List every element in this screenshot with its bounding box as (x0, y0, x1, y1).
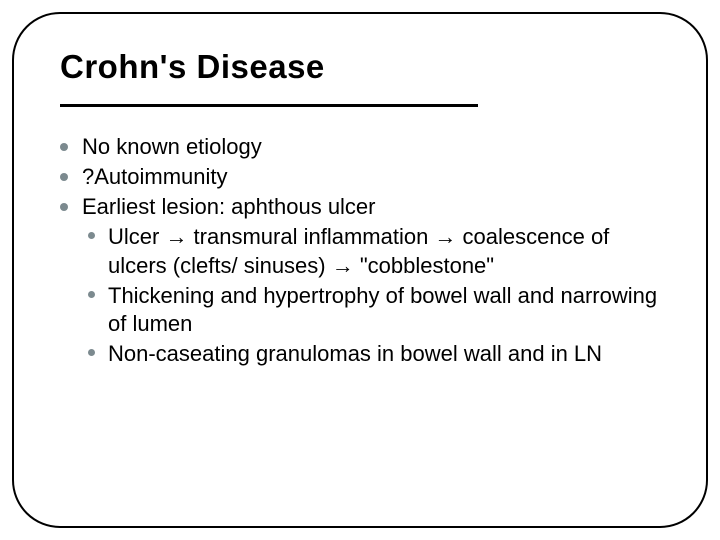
slide-title: Crohn's Disease (60, 48, 666, 86)
sub-list: Ulcer → transmural inflammation → coales… (82, 223, 666, 368)
slide-frame: Crohn's Disease No known etiology ?Autoi… (12, 12, 708, 528)
sub-list-item: Non-caseating granulomas in bowel wall a… (82, 340, 666, 368)
slide: Crohn's Disease No known etiology ?Autoi… (0, 0, 720, 540)
list-item-text: Earliest lesion: aphthous ulcer (82, 194, 376, 219)
sub-list-item: Ulcer → transmural inflammation → coales… (82, 223, 666, 279)
sub-list-item-text: Thickening and hypertrophy of bowel wall… (108, 283, 657, 336)
sub-list-item-text: Ulcer → transmural inflammation → coales… (108, 224, 609, 277)
bullet-icon (60, 143, 68, 151)
list-item: ?Autoimmunity (60, 163, 666, 191)
list-item-text: ?Autoimmunity (82, 164, 228, 189)
list-item: Earliest lesion: aphthous ulcer Ulcer → … (60, 193, 666, 368)
sub-list-item: Thickening and hypertrophy of bowel wall… (82, 282, 666, 338)
bullet-icon (60, 203, 68, 211)
bullet-list: No known etiology ?Autoimmunity Earliest… (60, 133, 666, 368)
list-item-text: No known etiology (82, 134, 262, 159)
sub-bullet-icon (88, 349, 95, 356)
bullet-icon (60, 173, 68, 181)
sub-bullet-icon (88, 291, 95, 298)
sub-list-item-text: Non-caseating granulomas in bowel wall a… (108, 341, 602, 366)
sub-bullet-icon (88, 232, 95, 239)
title-rule (60, 104, 478, 107)
list-item: No known etiology (60, 133, 666, 161)
